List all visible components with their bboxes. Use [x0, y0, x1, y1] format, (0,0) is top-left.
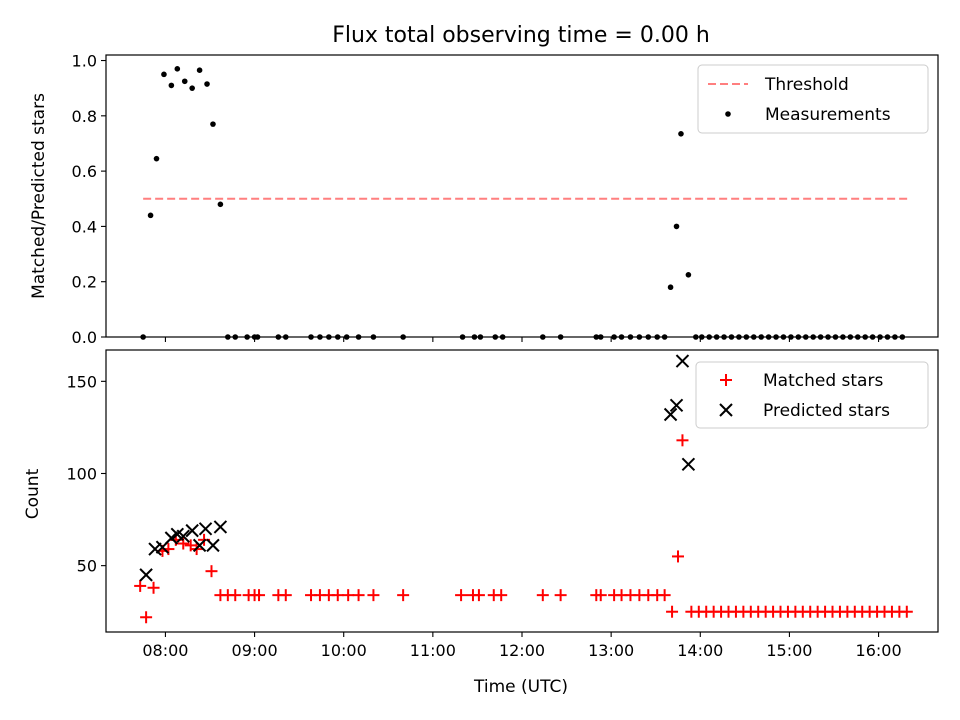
- x-tick-label: 09:00: [232, 641, 278, 660]
- matched-star-point: [594, 589, 607, 602]
- measurement-point: [210, 121, 216, 127]
- measurements-legend-swatch: [725, 111, 731, 117]
- x-tick-label: 16:00: [856, 641, 902, 660]
- predicted-star-point: [213, 520, 228, 534]
- matched-star-point: [676, 434, 689, 447]
- bottom-y-tick-label: 100: [66, 464, 97, 483]
- predicted-star-point: [198, 522, 213, 536]
- measurement-point: [168, 82, 175, 89]
- predicted-star-point: [675, 354, 690, 368]
- top-y-axis-label: Matched/Predicted stars: [29, 93, 49, 299]
- predicted-star-point: [206, 538, 220, 553]
- predicted-star-point: [176, 529, 190, 543]
- measurement-point: [217, 201, 224, 208]
- matched-star-point: [367, 589, 380, 602]
- top-y-tick-label: 0.0: [72, 328, 97, 347]
- matched-star-point: [134, 579, 147, 592]
- bottom-legend-box: [695, 361, 929, 429]
- predicted-star-point: [681, 457, 696, 471]
- x-tick-label: 13:00: [588, 641, 634, 660]
- matched-stars-legend-label: Matched stars: [763, 371, 883, 391]
- chart-title: Flux total observing time = 0.00 h: [332, 23, 710, 48]
- measurement-point: [673, 223, 680, 230]
- measurement-point: [189, 85, 195, 91]
- top-axes: 0.0 0.2 0.4 0.6 0.8 1.0: [72, 52, 880, 347]
- matched-star-point: [147, 581, 160, 594]
- bottom-plot: 08:00 09:00 10:00 11:00 12:00 13:00 14:00 15:00…: [23, 349, 939, 697]
- bottom-y-axis-label: Count: [23, 468, 43, 519]
- measurements-legend-label: Measurements: [765, 105, 891, 125]
- x-tick-label: 15:00: [766, 641, 812, 660]
- threshold-legend-label: Threshold: [764, 75, 849, 95]
- top-y-tick-label: 0.2: [72, 273, 97, 292]
- matched-star-point: [666, 605, 679, 618]
- measurement-point: [196, 67, 203, 74]
- top-y-tick-label: 0.4: [72, 217, 97, 236]
- bottom-axes: 08:00 09:00 10:00 11:00 12:00 13:00 14:00 15:00…: [66, 372, 901, 660]
- top-y-tick-label: 0.8: [72, 107, 97, 126]
- predicted-star-point: [192, 538, 207, 553]
- bottom-y-tick-label: 150: [66, 372, 97, 391]
- bottom-y-tick-label: 50: [77, 557, 97, 576]
- matched-star-point: [495, 589, 508, 602]
- matched-star-point: [554, 589, 567, 602]
- measurement-point: [685, 271, 692, 278]
- measurement-point: [204, 81, 210, 87]
- matched-star-point: [140, 611, 153, 624]
- matched-stars-legend-swatch: [720, 374, 732, 386]
- predicted-star-point: [185, 523, 199, 538]
- x-tick-label: 10:00: [321, 641, 367, 660]
- measurement-point: [678, 130, 684, 137]
- predicted-star-point: [139, 568, 153, 582]
- measurement-point: [174, 66, 181, 72]
- predicted-stars-legend-swatch: [719, 403, 733, 417]
- matched-star-point: [279, 589, 292, 602]
- matched-star-point: [455, 589, 468, 602]
- matched-star-point: [900, 605, 913, 618]
- top-plot: 0.0 0.2 0.4 0.6 0.8 1.0 Matched/Predicted sta…: [29, 52, 939, 347]
- matched-star-point: [397, 589, 410, 602]
- matched-star-point: [205, 565, 218, 578]
- predicted-star-point: [663, 407, 678, 422]
- x-tick-label: 14:00: [677, 641, 723, 660]
- bottom-data-layer: [134, 354, 913, 624]
- matched-star-point: [342, 589, 355, 602]
- x-tick-label: 08:00: [142, 641, 188, 660]
- top-legend: Threshold Measurements: [697, 64, 929, 134]
- matched-star-point: [253, 589, 266, 602]
- measurement-point: [161, 71, 167, 78]
- predicted-star-point: [669, 398, 684, 413]
- predicted-stars-legend-label: Predicted stars: [763, 401, 890, 421]
- matched-star-point: [658, 589, 671, 602]
- measurement-point: [147, 212, 154, 219]
- predicted-star-point: [164, 531, 179, 545]
- matched-star-point: [229, 589, 242, 602]
- measurement-point: [667, 284, 674, 291]
- x-axis-label: Time (UTC): [473, 677, 568, 697]
- x-tick-label: 11:00: [410, 641, 456, 660]
- matched-star-point: [672, 550, 684, 563]
- top-y-tick-label: 0.6: [72, 162, 97, 181]
- x-tick-label: 12:00: [499, 641, 545, 660]
- top-legend-box: [697, 64, 929, 134]
- measurement-point: [181, 78, 188, 85]
- matched-star-point: [331, 589, 344, 602]
- top-y-tick-label: 1.0: [72, 52, 97, 71]
- bottom-legend: Matched stars Predicted stars: [695, 361, 929, 429]
- matched-star-point: [472, 589, 485, 602]
- matched-star-point: [352, 589, 365, 602]
- measurement-point: [153, 155, 160, 162]
- matched-star-point: [536, 589, 549, 602]
